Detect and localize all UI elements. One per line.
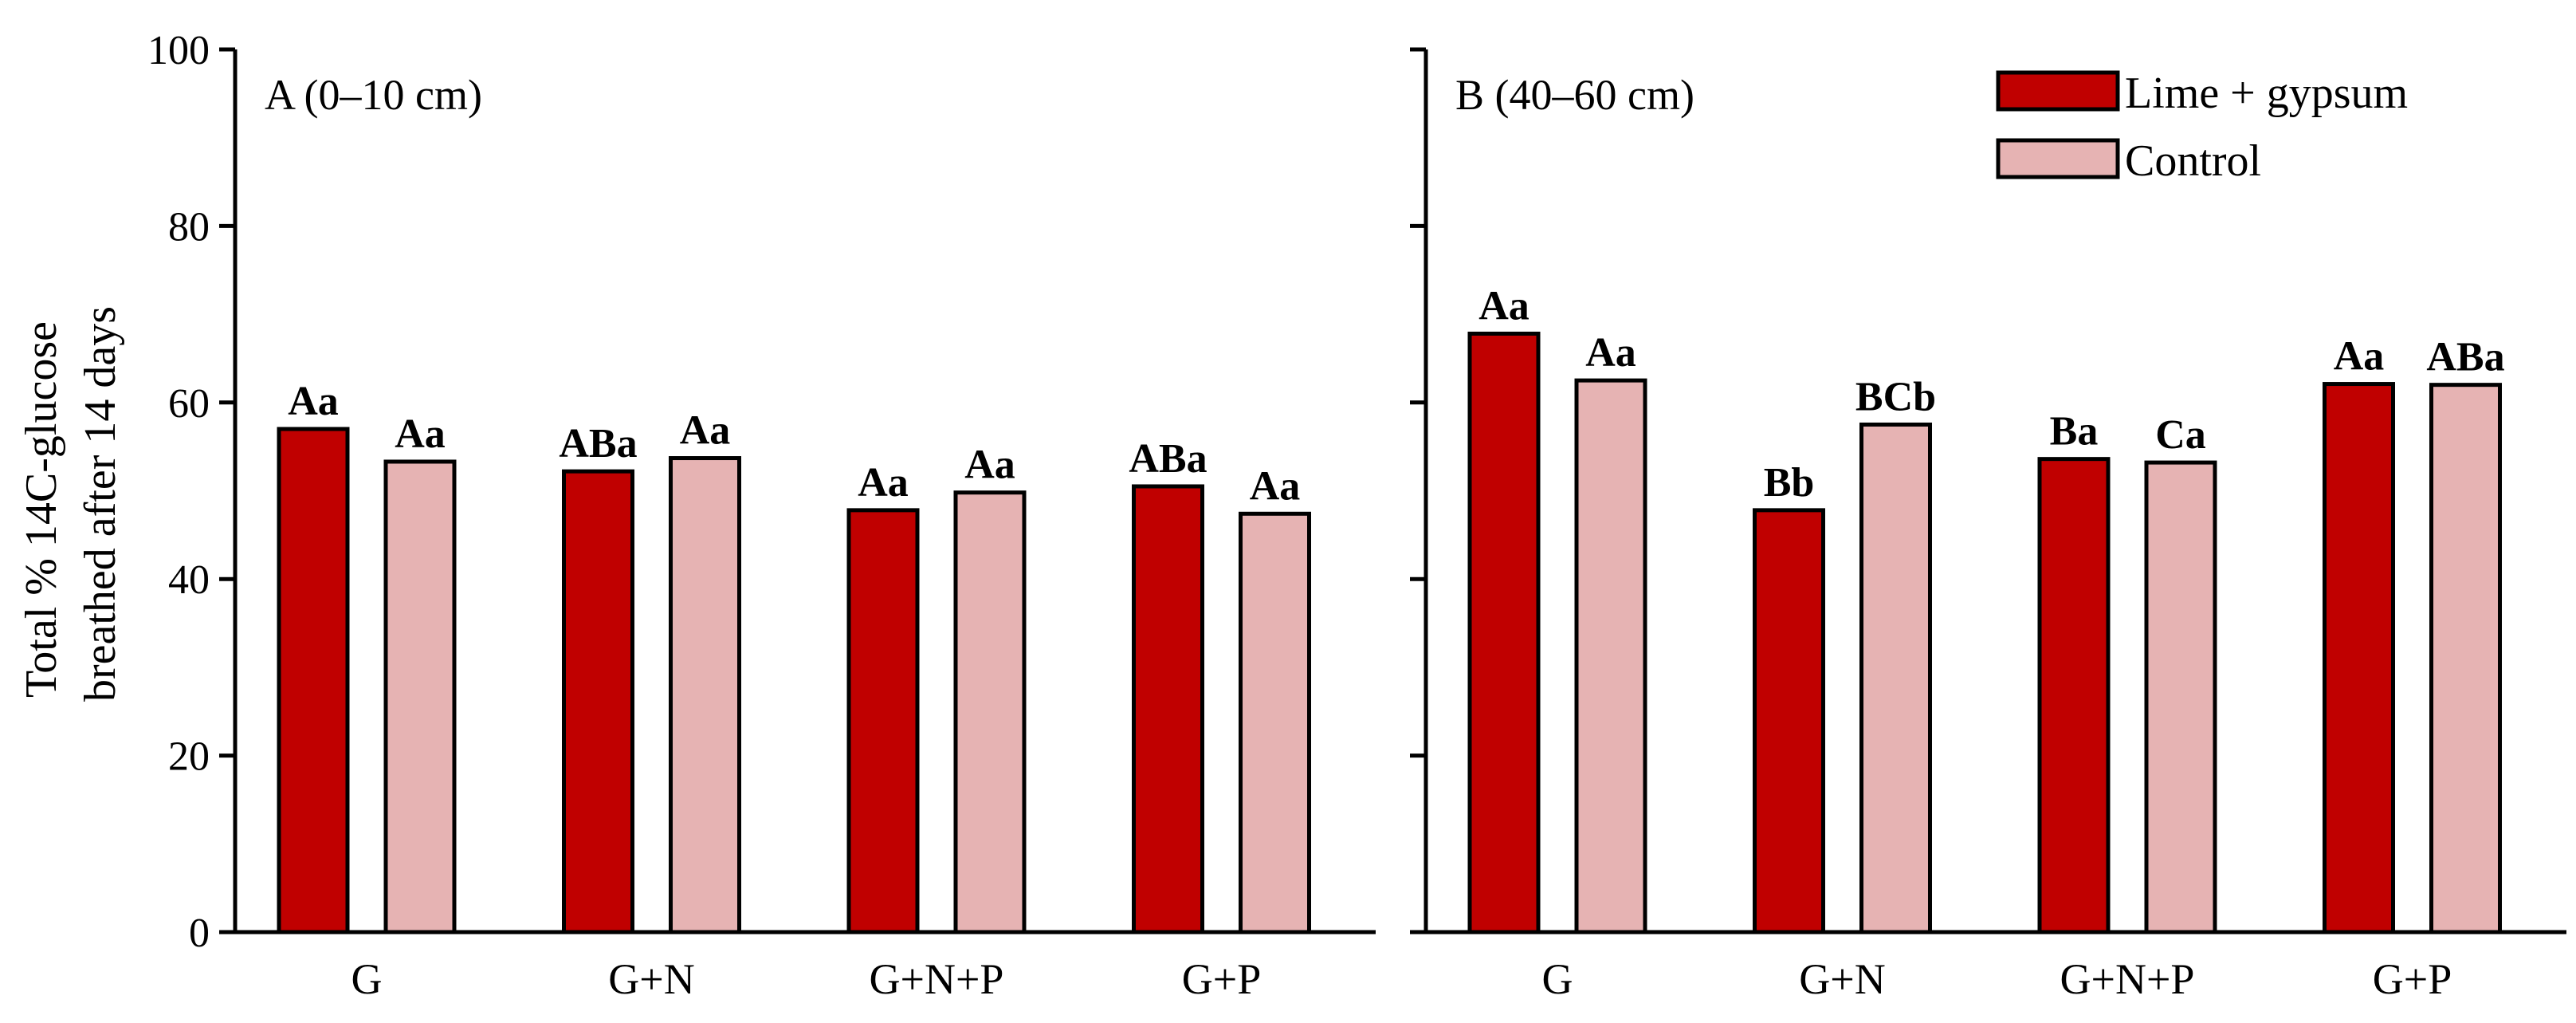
bar-significance-label: Ba bbox=[2050, 409, 2099, 454]
panel-b-ticks bbox=[1410, 47, 1426, 934]
x-category-label: G bbox=[351, 955, 383, 1003]
panel-b-bars bbox=[1467, 331, 2502, 934]
panel-b-labels: Aa Aa G Bb BCb G+N Ba Ca G+N+P Aa ABa G+P bbox=[1478, 283, 2504, 1003]
legend-swatch-control bbox=[1996, 138, 2120, 179]
bar-significance-label: Aa bbox=[680, 408, 731, 454]
y-axis-title: Total % 14C-glucose breathed after 14 da… bbox=[17, 306, 125, 702]
bar-control-1 bbox=[669, 456, 741, 934]
bar-significance-label: Aa bbox=[964, 443, 1015, 488]
panel-a-bars bbox=[277, 427, 1311, 934]
bar-lime-gypsum-1 bbox=[1753, 508, 1825, 934]
bar-control-0 bbox=[1574, 378, 1647, 934]
y-tick-label: 100 bbox=[147, 28, 210, 73]
x-category-label: G+N+P bbox=[2060, 955, 2195, 1003]
bar-significance-label: Ca bbox=[2155, 412, 2206, 458]
bar-significance-label: Aa bbox=[1478, 283, 1530, 329]
bar-significance-label: Aa bbox=[288, 379, 339, 424]
y-tick-label: 0 bbox=[189, 911, 210, 956]
bar-control-3 bbox=[1239, 511, 1311, 934]
y-tick-label: 60 bbox=[168, 381, 210, 427]
panel-a-labels: Aa Aa G ABa Aa G+N Aa Aa G+N+P ABa Aa G+P bbox=[288, 379, 1300, 1003]
bar-significance-label: Aa bbox=[1585, 330, 1636, 376]
bar-significance-label: Aa bbox=[2334, 334, 2385, 380]
bar-control-2 bbox=[953, 490, 1027, 934]
bar-control-0 bbox=[383, 459, 457, 934]
y-axis-title-line1: Total % 14C-glucose bbox=[17, 321, 66, 698]
bar-control-1 bbox=[1859, 422, 1932, 934]
panel-b: Aa Aa G Bb BCb G+N Ba Ca G+N+P Aa ABa G+P B (40–60 … bbox=[1410, 47, 2566, 1003]
legend-label-control: Control bbox=[2125, 136, 2261, 186]
bar-significance-label: ABa bbox=[1129, 436, 1207, 482]
y-tick-label: 80 bbox=[168, 204, 210, 250]
x-category-label: G+N+P bbox=[870, 955, 1004, 1003]
x-category-label: G+P bbox=[2373, 955, 2452, 1003]
panel-a-title: A (0–10 cm) bbox=[265, 71, 482, 119]
bar-lime-gypsum-3 bbox=[1132, 484, 1204, 934]
bar-significance-label: Bb bbox=[1764, 460, 1815, 506]
bar-significance-label: Aa bbox=[395, 411, 446, 457]
bar-lime-gypsum-0 bbox=[1467, 331, 1541, 934]
x-category-label: G+N bbox=[1799, 955, 1885, 1003]
panel-a-ticks: 0 20 40 60 80 100 bbox=[147, 28, 235, 956]
bar-lime-gypsum-2 bbox=[2037, 457, 2111, 934]
bar-significance-label: ABa bbox=[2426, 335, 2504, 380]
x-category-label: G bbox=[1542, 955, 1573, 1003]
x-category-label: G+P bbox=[1182, 955, 1261, 1003]
legend-label-lime-gypsum: Lime + gypsum bbox=[2125, 69, 2408, 118]
bar-control-3 bbox=[2429, 383, 2502, 934]
panel-b-title: B (40–60 cm) bbox=[1455, 71, 1694, 119]
y-tick-label: 40 bbox=[168, 557, 210, 603]
bar-significance-label: BCb bbox=[1855, 374, 1936, 419]
bar-significance-label: Aa bbox=[1250, 463, 1301, 509]
bar-lime-gypsum-1 bbox=[562, 469, 634, 934]
bar-lime-gypsum-2 bbox=[846, 508, 920, 934]
legend-swatch-lime-gypsum bbox=[1996, 70, 2120, 112]
y-tick-label: 20 bbox=[168, 734, 210, 780]
bar-significance-label: ABa bbox=[559, 421, 637, 466]
bar-lime-gypsum-0 bbox=[277, 427, 350, 934]
legend: Lime + gypsum Control bbox=[1996, 69, 2408, 186]
y-axis-title-line2: breathed after 14 days bbox=[76, 306, 125, 702]
bar-lime-gypsum-3 bbox=[2323, 382, 2395, 934]
x-category-label: G+N bbox=[608, 955, 694, 1003]
bar-significance-label: Aa bbox=[858, 460, 909, 506]
bar-control-2 bbox=[2144, 460, 2217, 934]
